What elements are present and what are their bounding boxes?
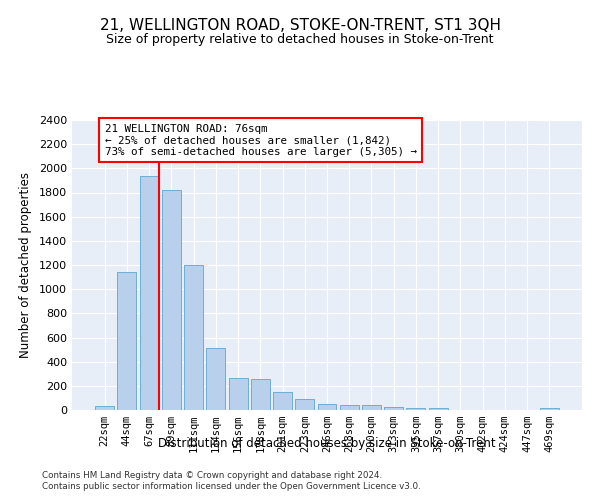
Bar [229,378,248,410]
Bar [140,176,158,410]
Bar [295,398,314,410]
Bar [362,404,381,410]
Text: 21 WELLINGTON ROAD: 76sqm
← 25% of detached houses are smaller (1,842)
73% of se: 21 WELLINGTON ROAD: 76sqm ← 25% of detac… [105,124,417,157]
Bar [273,392,292,410]
Bar [162,190,181,410]
Text: 21, WELLINGTON ROAD, STOKE-ON-TRENT, ST1 3QH: 21, WELLINGTON ROAD, STOKE-ON-TRENT, ST1… [100,18,500,32]
Text: Contains HM Land Registry data © Crown copyright and database right 2024.: Contains HM Land Registry data © Crown c… [42,470,382,480]
Text: Size of property relative to detached houses in Stoke-on-Trent: Size of property relative to detached ho… [106,32,494,46]
Bar [118,272,136,410]
Bar [184,265,203,410]
Bar [317,404,337,410]
Bar [206,348,225,410]
Bar [429,408,448,410]
Bar [540,408,559,410]
Y-axis label: Number of detached properties: Number of detached properties [19,172,32,358]
Text: Contains public sector information licensed under the Open Government Licence v3: Contains public sector information licen… [42,482,421,491]
Bar [384,408,403,410]
Bar [95,406,114,410]
Text: Distribution of detached houses by size in Stoke-on-Trent: Distribution of detached houses by size … [158,438,496,450]
Bar [251,378,270,410]
Bar [340,404,359,410]
Bar [406,408,425,410]
